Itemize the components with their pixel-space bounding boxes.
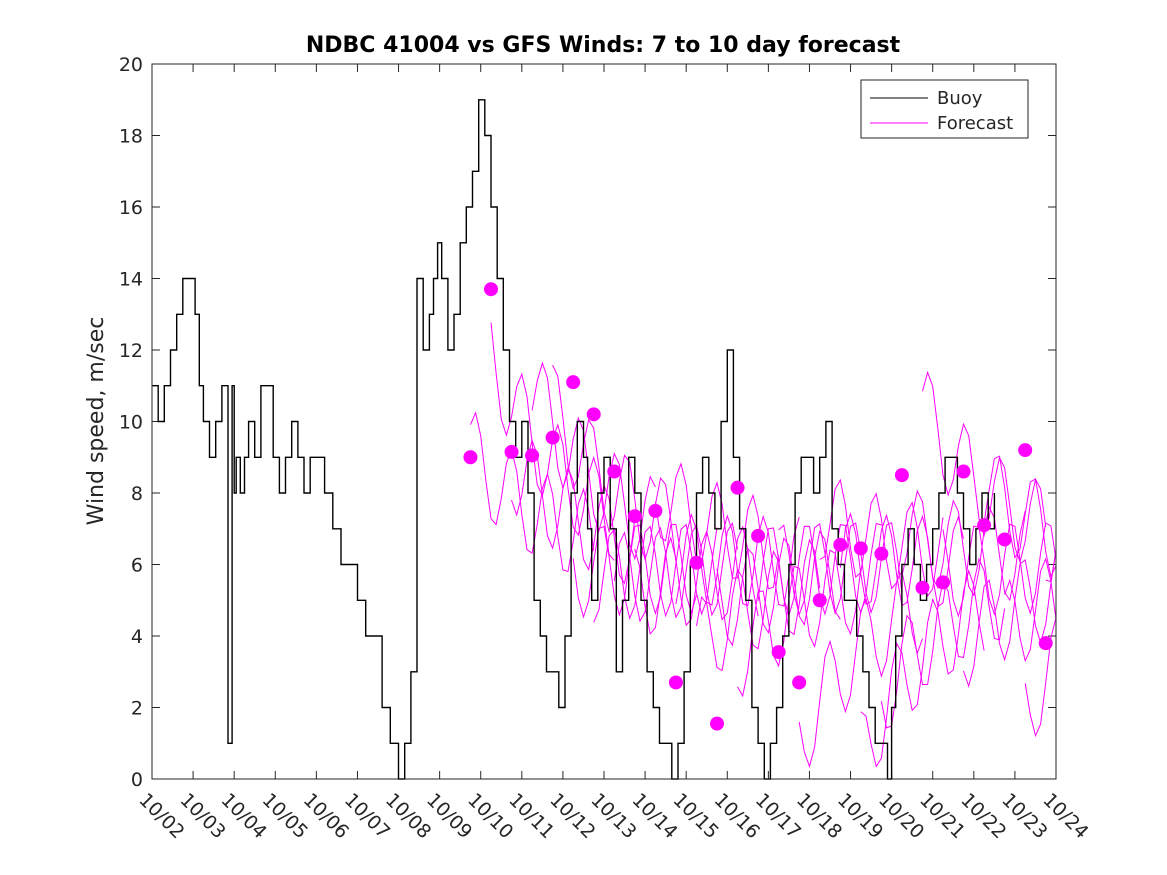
forecast-point — [484, 282, 498, 297]
y-tick-label: 16 — [119, 197, 143, 219]
y-tick-label: 12 — [119, 340, 143, 362]
forecast-point — [751, 528, 766, 543]
y-ticks: 0 2 4 6 8 10 12 14 16 18 20 — [119, 54, 1056, 791]
forecast-trace — [696, 538, 821, 672]
forecast-trace — [901, 489, 1026, 602]
forecast-point — [771, 645, 786, 660]
forecast-point — [504, 444, 519, 459]
x-tick-label: 10/16 — [710, 789, 764, 843]
x-tick-label: 10/07 — [340, 789, 394, 843]
forecast-point — [915, 580, 930, 595]
forecast-point — [1038, 636, 1053, 651]
x-tick-label: 10/02 — [134, 789, 188, 843]
x-tick-label: 10/03 — [176, 789, 230, 843]
forecast-point — [710, 716, 724, 731]
x-tick-label: 10/19 — [833, 789, 887, 843]
plot-frame — [151, 63, 1057, 780]
forecast-trace — [634, 525, 759, 636]
forecast-trace — [942, 522, 1057, 618]
forecast-point — [833, 537, 848, 552]
x-tick-label: 10/24 — [1038, 789, 1092, 843]
forecast-trace — [1024, 617, 1057, 738]
y-tick-label: 6 — [131, 555, 143, 577]
x-tick-label: 10/08 — [381, 789, 435, 843]
y-axis-label: Wind speed, m/sec — [84, 317, 109, 526]
x-tick-label: 10/22 — [956, 789, 1010, 843]
forecast-trace — [654, 462, 780, 590]
forecast-point — [792, 675, 807, 690]
legend-forecast-label: Forecast — [937, 113, 1013, 134]
buoy-line — [152, 99, 996, 780]
forecast-point — [853, 541, 868, 556]
x-tick-label: 10/09 — [422, 789, 476, 843]
forecast-point — [997, 532, 1012, 547]
legend: Buoy Forecast — [860, 79, 1029, 139]
forecast-point — [936, 575, 950, 590]
chart-title: NDBC 41004 vs GFS Winds: 7 to 10 day for… — [306, 33, 901, 58]
forecast-point — [730, 480, 745, 495]
x-tick-label: 10/21 — [915, 789, 969, 843]
forecast-trace — [1045, 551, 1057, 583]
x-tick-label: 10/12 — [545, 789, 599, 843]
plot-area — [152, 64, 1056, 779]
y-tick-label: 18 — [119, 126, 143, 148]
forecast-point — [463, 450, 478, 465]
forecast-point — [812, 593, 827, 608]
forecast-trace — [716, 530, 841, 647]
y-tick-label: 0 — [131, 769, 143, 791]
y-tick-label: 4 — [131, 626, 143, 648]
forecast-point — [607, 464, 622, 479]
x-tick-label: 10/15 — [669, 789, 723, 843]
buoy-line-group — [152, 99, 996, 780]
y-tick-label: 10 — [119, 412, 143, 434]
forecast-point — [566, 375, 581, 390]
forecast-trace — [511, 438, 636, 585]
x-tick-label: 10/11 — [504, 789, 558, 843]
forecast-point — [627, 509, 642, 524]
legend-box — [860, 79, 1029, 139]
forecast-point — [586, 407, 601, 422]
x-tick-label: 10/13 — [586, 789, 640, 843]
x-tick-label: 10/17 — [751, 789, 805, 843]
y-tick-label: 2 — [131, 698, 143, 720]
forecast-trace — [531, 361, 656, 561]
forecast-point — [648, 503, 663, 518]
forecast-point — [668, 675, 683, 690]
forecast-point — [545, 430, 560, 445]
legend-buoy-label: Buoy — [937, 88, 983, 109]
forecast-point — [874, 546, 889, 561]
forecast-trace — [1004, 557, 1057, 663]
y-tick-label: 20 — [119, 54, 143, 76]
x-tick-label: 10/10 — [463, 789, 517, 843]
forecast-points — [463, 282, 1053, 731]
forecast-trace — [922, 370, 1047, 564]
forecast-point — [977, 518, 992, 533]
forecast-point — [956, 464, 971, 479]
x-tick-label: 10/06 — [299, 789, 353, 843]
x-tick-label: 10/05 — [258, 789, 312, 843]
x-tick-label: 10/23 — [997, 789, 1051, 843]
x-tick-label: 10/04 — [217, 789, 271, 843]
forecast-point — [689, 555, 704, 570]
forecast-point — [1018, 443, 1033, 458]
forecast-point — [894, 468, 909, 483]
forecast-trace — [470, 411, 595, 573]
x-tick-label: 10/18 — [792, 789, 846, 843]
forecast-trace — [860, 569, 985, 768]
forecast-trace — [819, 478, 944, 598]
x-tick-label: 10/14 — [628, 789, 682, 843]
forecast-trace — [737, 549, 862, 698]
forecast-point — [525, 448, 540, 463]
x-tick-label: 10/20 — [874, 789, 928, 843]
y-tick-label: 8 — [131, 483, 143, 505]
y-tick-label: 14 — [119, 269, 143, 291]
forecast-trace — [572, 523, 697, 619]
forecast-trace — [983, 455, 1057, 578]
forecast-trace — [613, 521, 738, 623]
